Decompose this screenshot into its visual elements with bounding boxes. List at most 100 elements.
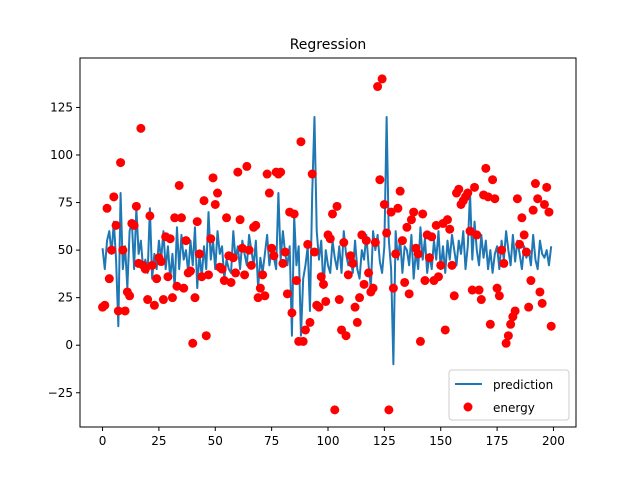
energy-point	[355, 293, 365, 303]
energy-point	[463, 188, 473, 198]
energy-point	[147, 260, 157, 270]
energy-point	[217, 264, 227, 274]
energy-point	[375, 175, 385, 185]
energy-point	[197, 272, 207, 282]
energy-point	[539, 199, 549, 209]
energy-point	[530, 179, 540, 189]
energy-point	[499, 258, 509, 268]
energy-point	[194, 249, 204, 259]
energy-point	[226, 277, 236, 287]
energy-point	[291, 276, 301, 286]
energy-point	[481, 163, 491, 173]
energy-point	[109, 192, 119, 202]
y-tick-label: 50	[58, 243, 73, 257]
y-tick-label: 100	[50, 148, 73, 162]
energy-point	[503, 331, 513, 341]
energy-point	[497, 245, 507, 255]
energy-point	[391, 249, 401, 259]
energy-point	[140, 264, 150, 274]
energy-point	[350, 302, 360, 312]
energy-point	[213, 188, 223, 198]
energy-point	[316, 272, 326, 282]
energy-point	[519, 230, 529, 240]
y-tick-label: −25	[48, 386, 73, 400]
energy-point	[533, 194, 543, 204]
energy-point	[262, 169, 272, 179]
energy-point	[113, 306, 123, 316]
legend-prediction-label: prediction	[493, 378, 553, 392]
energy-point	[535, 287, 545, 297]
energy-point	[517, 213, 527, 223]
energy-point	[276, 167, 286, 177]
energy-point	[118, 245, 128, 255]
energy-point	[235, 215, 245, 225]
energy-point	[397, 236, 407, 246]
energy-point	[546, 321, 556, 331]
energy-point	[199, 196, 209, 206]
energy-point	[158, 295, 168, 305]
energy-point	[264, 188, 274, 198]
energy-point	[501, 338, 511, 348]
energy-point	[521, 247, 531, 257]
x-tick-label: 175	[486, 434, 509, 448]
energy-point	[185, 266, 195, 276]
energy-point	[267, 243, 277, 253]
y-tick-label: 75	[58, 196, 73, 210]
x-tick-label: 100	[317, 434, 340, 448]
energy-point	[445, 224, 455, 234]
energy-point	[219, 276, 229, 286]
energy-point	[321, 296, 331, 306]
energy-point	[176, 213, 186, 223]
energy-point	[346, 251, 356, 261]
x-tick-label: 125	[373, 434, 396, 448]
energy-point	[328, 209, 338, 219]
energy-point	[537, 298, 547, 308]
energy-point	[120, 306, 130, 316]
energy-point	[424, 253, 434, 263]
energy-point	[485, 319, 495, 329]
energy-point	[436, 260, 446, 270]
energy-point	[253, 293, 263, 303]
energy-point	[258, 270, 268, 280]
energy-point	[476, 295, 486, 305]
energy-point	[395, 186, 405, 196]
axes-frame	[79, 57, 577, 428]
energy-points	[98, 74, 556, 415]
energy-point	[341, 331, 351, 341]
energy-point	[373, 82, 383, 92]
energy-point	[156, 257, 166, 267]
energy-point	[364, 268, 374, 278]
energy-point	[454, 184, 464, 194]
energy-point	[379, 199, 389, 209]
energy-point	[348, 258, 358, 268]
energy-point	[287, 308, 297, 318]
energy-point	[222, 213, 232, 223]
energy-point	[208, 173, 218, 183]
x-tick-label: 75	[264, 434, 279, 448]
energy-point	[483, 192, 493, 202]
legend-energy-swatch	[463, 402, 473, 412]
energy-point	[402, 222, 412, 232]
energy-point	[255, 283, 265, 293]
energy-point	[242, 161, 252, 171]
energy-point	[512, 194, 522, 204]
energy-point	[251, 220, 261, 230]
energy-point	[282, 289, 292, 299]
energy-point	[488, 175, 498, 185]
energy-point	[260, 291, 270, 301]
energy-point	[542, 182, 552, 192]
energy-point	[125, 291, 135, 301]
energy-point	[167, 293, 177, 303]
energy-point	[442, 215, 452, 225]
energy-point	[240, 270, 250, 280]
energy-point	[111, 220, 121, 230]
legend-box	[448, 369, 570, 421]
energy-point	[179, 283, 189, 293]
energy-point	[181, 236, 191, 246]
energy-point	[470, 182, 480, 192]
energy-point	[490, 194, 500, 204]
energy-point	[427, 232, 437, 242]
energy-point	[307, 169, 317, 179]
energy-point	[409, 207, 419, 217]
